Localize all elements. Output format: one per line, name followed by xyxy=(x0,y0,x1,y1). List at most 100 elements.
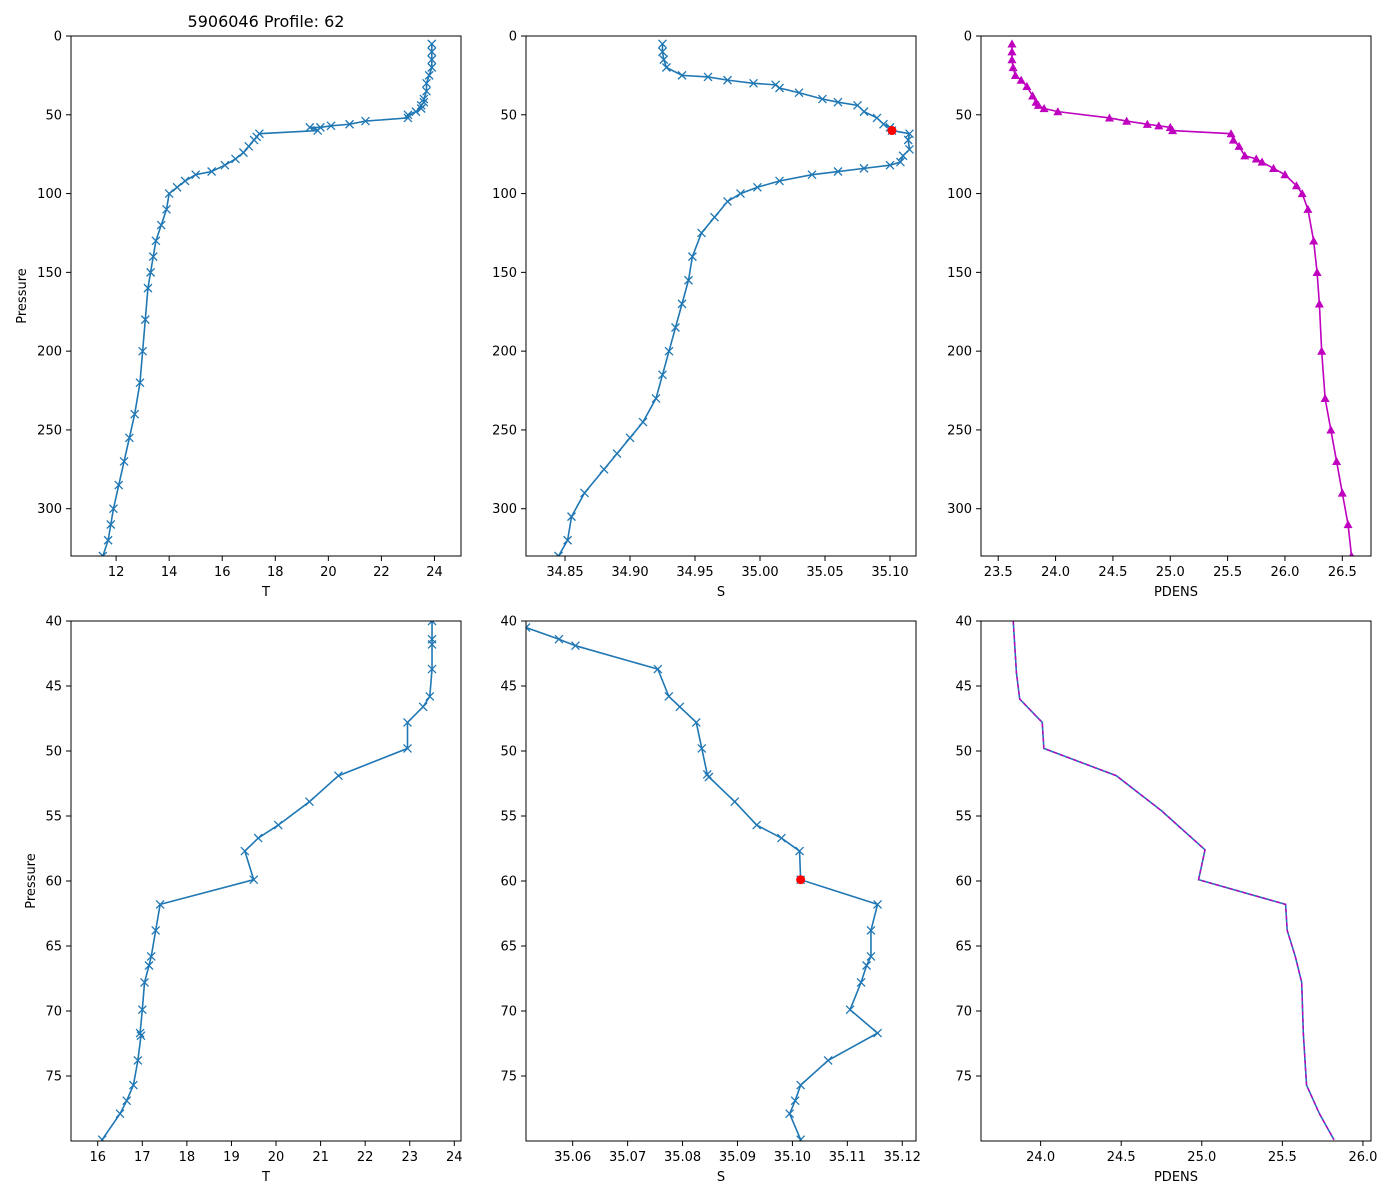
data-point-27 xyxy=(807,170,817,180)
y-tick-label: 60 xyxy=(500,875,517,890)
data-point-37 xyxy=(671,323,680,332)
data-point-9 xyxy=(304,797,314,807)
x-tick-label: 35.06 xyxy=(554,1150,591,1165)
x-tick-label: 35.10 xyxy=(774,1150,811,1165)
data-point-25 xyxy=(115,1109,125,1119)
y-tick-label: 50 xyxy=(955,108,972,123)
data-point-34 xyxy=(151,236,161,246)
x-tick-label: 12 xyxy=(108,565,125,580)
axes-frame xyxy=(525,35,917,557)
x-tick-label: 23.5 xyxy=(984,565,1013,580)
data-point-26 xyxy=(796,1135,806,1141)
data-point-42 xyxy=(625,433,635,443)
data-point-16 xyxy=(326,121,336,131)
x-tick-label: 34.85 xyxy=(546,565,583,580)
data-point-23 xyxy=(244,141,254,151)
data-point-8 xyxy=(702,769,712,779)
data-point-34 xyxy=(1326,425,1336,434)
x-tick-label: 35.10 xyxy=(871,565,908,580)
x-tick-label: 35.11 xyxy=(829,1150,866,1165)
x-tick-label: 25.5 xyxy=(1268,1150,1297,1165)
data-point-21 xyxy=(136,1031,146,1041)
data-point-23 xyxy=(895,157,905,167)
x-tick-label: 35.07 xyxy=(609,1150,646,1165)
data-point-19 xyxy=(856,977,866,987)
y-axis-label: Pressure xyxy=(15,268,30,324)
data-point-1 xyxy=(1007,47,1017,56)
data-point-21 xyxy=(1240,151,1250,160)
data-point-3 xyxy=(653,664,663,674)
data-point-17 xyxy=(866,951,876,961)
data-point-17 xyxy=(1168,126,1178,135)
y-tick-label: 40 xyxy=(500,615,517,630)
data-point-28 xyxy=(191,170,201,180)
data-point-2 xyxy=(427,639,437,649)
y-tick-label: 75 xyxy=(45,1070,62,1085)
data-point-11 xyxy=(1053,107,1063,116)
x-axis-label: T xyxy=(261,585,270,600)
data-point-22 xyxy=(133,1055,143,1065)
data-point-43 xyxy=(119,456,129,466)
data-point-3 xyxy=(1008,63,1018,72)
x-tick-label: 24 xyxy=(426,565,443,580)
plot-area xyxy=(1012,621,1335,1141)
data-point-42 xyxy=(124,433,134,443)
data-point-23 xyxy=(128,1080,138,1090)
y-tick-label: 50 xyxy=(500,108,517,123)
data-point-20 xyxy=(135,1028,145,1038)
data-point-32 xyxy=(162,204,171,214)
series-line-pdens xyxy=(1011,43,1353,556)
series-line-pdens-overlay xyxy=(1012,621,1335,1141)
chart-t-full: 12 14 16 18 20 22 24 0 50 100 150 200 250 300 T Pressur… xyxy=(15,30,462,600)
data-point-6 xyxy=(723,75,732,85)
x-tick-label: 24.5 xyxy=(1098,565,1127,580)
y-tick-label: 70 xyxy=(45,1005,62,1020)
data-point-31 xyxy=(1314,299,1324,308)
y-tick-label: 200 xyxy=(947,345,972,360)
x-tick-label: 24.5 xyxy=(1107,1150,1136,1165)
data-point-10 xyxy=(730,797,740,807)
data-point-25 xyxy=(859,163,869,173)
data-point-9 xyxy=(704,772,714,782)
data-point-27 xyxy=(1297,189,1307,198)
axes-frame xyxy=(70,620,462,1142)
chart-panels: 12 14 16 18 20 22 24050100150200250300TPressur… xyxy=(15,30,1377,1186)
chart-s-zoom: 35.06 35.07 35.08 35.09 35.10 35.11 35.12 40 45 5… xyxy=(500,615,920,1186)
data-point-31 xyxy=(723,196,732,206)
data-point-2 xyxy=(570,641,580,651)
data-point-19 xyxy=(1228,135,1238,144)
data-point-27 xyxy=(207,167,217,176)
y-tick-label: 250 xyxy=(947,423,972,438)
data-point-23 xyxy=(1257,157,1267,166)
data-point-5 xyxy=(675,702,685,712)
data-point-17 xyxy=(144,961,154,970)
data-point-7 xyxy=(419,94,429,104)
x-tick-label: 24 xyxy=(446,1150,463,1165)
y-tick-label: 0 xyxy=(54,30,62,45)
data-point-0 xyxy=(427,39,437,49)
data-point-15 xyxy=(345,119,355,129)
data-point-1 xyxy=(427,47,437,57)
x-tick-label: 26.5 xyxy=(1328,565,1357,580)
x-tick-label: 25.0 xyxy=(1187,1150,1216,1165)
data-point-22 xyxy=(1251,154,1261,163)
chart-pdens-full: 23.5 24.0 24.5 25.0 25.5 26.0 26.5 0 50 100 150 200… xyxy=(947,30,1372,600)
y-tick-label: 100 xyxy=(492,187,517,202)
data-point-12 xyxy=(833,97,843,107)
data-point-39 xyxy=(138,346,148,356)
data-point-24 xyxy=(122,1096,132,1106)
x-tick-label: 35.09 xyxy=(719,1150,756,1165)
data-point-15 xyxy=(873,899,883,909)
data-point-9 xyxy=(1033,100,1043,109)
x-axis-label: S xyxy=(717,585,725,600)
data-point-29 xyxy=(1309,236,1319,245)
data-point-44 xyxy=(599,464,609,474)
data-point-6 xyxy=(403,717,412,727)
data-point-9 xyxy=(775,83,784,93)
data-point-36 xyxy=(677,299,687,309)
y-tick-label: 60 xyxy=(45,875,62,890)
y-tick-label: 60 xyxy=(955,875,972,890)
data-point-4 xyxy=(677,70,687,80)
data-point-40 xyxy=(135,378,145,388)
